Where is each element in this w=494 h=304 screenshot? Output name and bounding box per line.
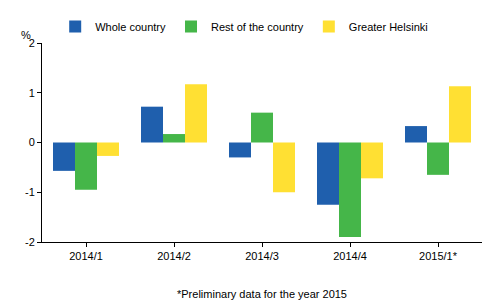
svg-text:2014/4: 2014/4 (333, 250, 367, 262)
svg-text:2: 2 (29, 37, 35, 49)
svg-text:2014/1: 2014/1 (69, 250, 103, 262)
svg-text:2015/1*: 2015/1* (419, 250, 458, 262)
svg-text:-1: -1 (25, 186, 35, 198)
svg-text:%: % (21, 29, 31, 41)
svg-text:Greater Helsinki: Greater Helsinki (349, 21, 428, 33)
svg-text:2014/2: 2014/2 (157, 250, 191, 262)
svg-text:Whole country: Whole country (95, 21, 166, 33)
svg-text:0: 0 (29, 136, 35, 148)
svg-text:1: 1 (29, 87, 35, 99)
svg-text:Rest of the country: Rest of the country (211, 21, 304, 33)
svg-text:-2: -2 (25, 236, 35, 248)
svg-text:2014/3: 2014/3 (245, 250, 279, 262)
svg-text:*Preliminary data for the year: *Preliminary data for the year 2015 (177, 288, 347, 300)
